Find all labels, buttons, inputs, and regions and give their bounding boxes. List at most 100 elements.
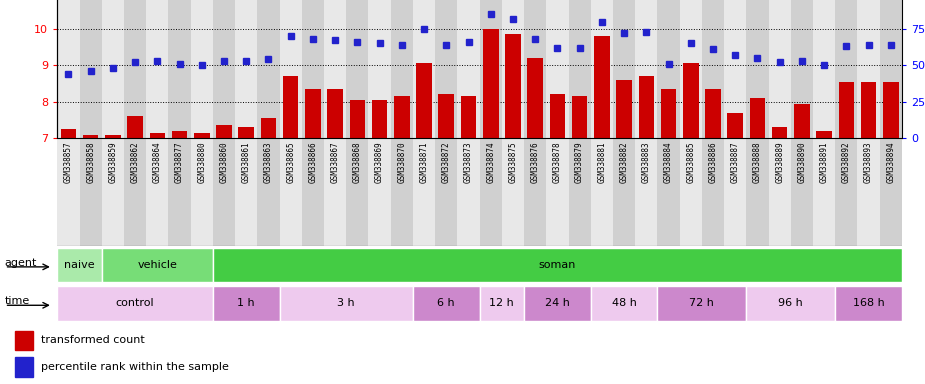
Bar	[547, 0, 569, 138]
Text: agent: agent	[5, 258, 37, 268]
Bar	[435, 138, 457, 246]
Bar	[394, 96, 410, 138]
Bar	[413, 138, 435, 246]
Text: GSM338877: GSM338877	[175, 141, 184, 183]
Bar	[168, 138, 191, 246]
Bar	[368, 138, 390, 246]
Bar	[279, 138, 302, 246]
Text: GSM338865: GSM338865	[286, 141, 295, 183]
Bar	[457, 138, 479, 246]
Bar	[416, 63, 432, 138]
Bar	[816, 131, 832, 138]
Bar	[613, 138, 635, 246]
Bar	[635, 138, 658, 246]
Bar	[638, 76, 654, 138]
Bar	[705, 89, 721, 138]
Text: GSM338884: GSM338884	[664, 141, 673, 183]
Bar	[505, 34, 521, 138]
Bar	[658, 138, 680, 246]
Bar	[769, 0, 791, 138]
Bar	[191, 0, 213, 138]
Text: soman: soman	[538, 260, 576, 270]
Bar	[771, 127, 787, 138]
Bar	[549, 94, 565, 138]
Bar	[658, 0, 680, 138]
Text: GSM338871: GSM338871	[420, 141, 428, 183]
Text: GSM338886: GSM338886	[709, 141, 718, 183]
Bar	[479, 0, 502, 138]
Bar	[591, 138, 613, 246]
Bar	[235, 0, 257, 138]
Text: time: time	[5, 296, 30, 306]
Bar	[591, 286, 658, 321]
Text: GSM338868: GSM338868	[352, 141, 362, 183]
Text: GSM338869: GSM338869	[376, 141, 384, 183]
Text: GSM338883: GSM338883	[642, 141, 651, 183]
Text: GSM338861: GSM338861	[241, 141, 251, 183]
Bar	[372, 100, 388, 138]
Bar	[191, 138, 213, 246]
Bar	[435, 0, 457, 138]
Bar	[279, 286, 413, 321]
Text: 168 h: 168 h	[853, 298, 884, 308]
Text: GSM338866: GSM338866	[308, 141, 317, 183]
Text: naive: naive	[64, 260, 95, 270]
Bar	[613, 0, 635, 138]
Bar	[346, 0, 368, 138]
Bar	[591, 0, 613, 138]
Text: GSM338879: GSM338879	[575, 141, 584, 183]
Text: GSM338885: GSM338885	[686, 141, 696, 183]
Text: percentile rank within the sample: percentile rank within the sample	[41, 362, 228, 372]
Bar	[57, 248, 102, 282]
Bar	[57, 0, 80, 138]
Bar	[327, 89, 343, 138]
Bar	[594, 36, 610, 138]
Bar	[524, 286, 591, 321]
Bar	[168, 0, 191, 138]
Text: 6 h: 6 h	[438, 298, 455, 308]
Text: GSM338860: GSM338860	[219, 141, 228, 183]
Bar	[102, 0, 124, 138]
Bar	[883, 82, 898, 138]
Bar	[479, 286, 524, 321]
Bar	[457, 0, 479, 138]
Text: GSM338858: GSM338858	[86, 141, 95, 183]
Bar	[239, 127, 254, 138]
Text: GSM338875: GSM338875	[509, 141, 517, 183]
Bar	[839, 82, 854, 138]
Text: GSM338880: GSM338880	[197, 141, 206, 183]
Bar	[124, 0, 146, 138]
Bar	[216, 126, 232, 138]
Bar	[390, 0, 413, 138]
Bar	[769, 138, 791, 246]
Bar	[57, 138, 80, 246]
Text: 96 h: 96 h	[778, 298, 803, 308]
Bar	[680, 138, 702, 246]
Bar	[302, 138, 324, 246]
Text: GSM338893: GSM338893	[864, 141, 873, 183]
Bar	[413, 0, 435, 138]
Bar	[102, 248, 213, 282]
Bar	[283, 76, 299, 138]
Bar	[128, 116, 143, 138]
Bar	[80, 138, 102, 246]
Text: GSM338874: GSM338874	[487, 141, 495, 183]
Bar	[324, 138, 346, 246]
Text: GSM338864: GSM338864	[153, 141, 162, 183]
Bar	[57, 286, 213, 321]
Bar	[791, 138, 813, 246]
Text: GSM338863: GSM338863	[264, 141, 273, 183]
Bar	[857, 0, 880, 138]
Bar	[794, 104, 809, 138]
Bar	[257, 138, 279, 246]
Bar	[213, 0, 235, 138]
Bar	[438, 94, 454, 138]
Text: transformed count: transformed count	[41, 335, 144, 345]
Bar	[702, 0, 724, 138]
Text: 12 h: 12 h	[489, 298, 514, 308]
Bar	[724, 138, 746, 246]
Bar	[861, 82, 876, 138]
Bar	[479, 138, 502, 246]
Text: vehicle: vehicle	[138, 260, 178, 270]
Text: GSM338887: GSM338887	[731, 141, 740, 183]
